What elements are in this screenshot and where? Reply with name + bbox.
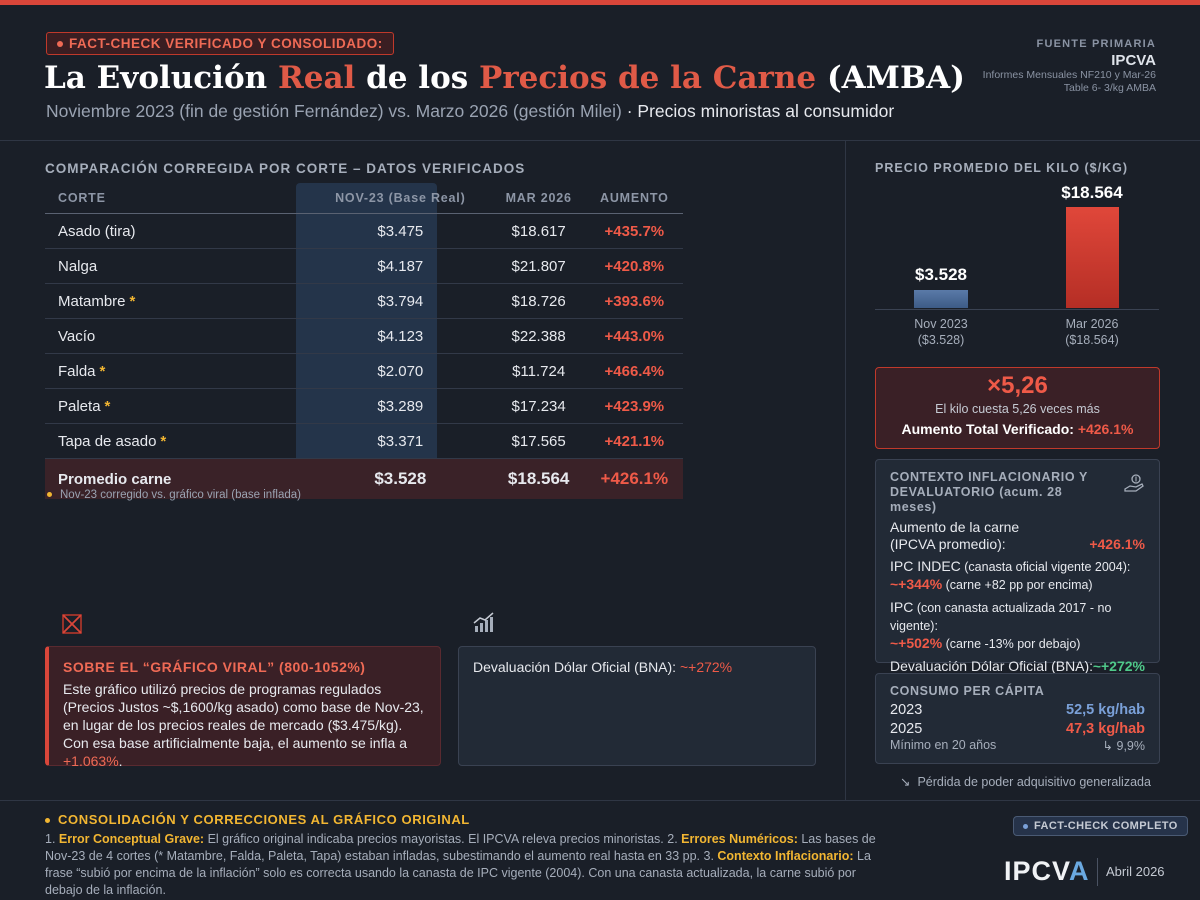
viral-heading: SOBRE EL “GRÁFICO VIRAL” (800-1052%) [63, 659, 366, 675]
chart-baseline [875, 309, 1159, 310]
table-row: Matambre * $3.794 $18.726 +393.6% [45, 283, 683, 319]
context-row-ipc-indec: IPC INDEC (canasta oficial vigente 2004)… [890, 558, 1131, 592]
consumption-box: CONSUMO PER CÁPITA 2023 52,5 kg/hab 2025 4… [875, 673, 1160, 764]
avg-nov: $3.528 [309, 458, 492, 499]
divider [0, 140, 1200, 141]
source-line-2: Table 6- 3/kg AMBA [1063, 82, 1156, 94]
consumption-min: Mínimo en 20 años ↳ 9,9% [890, 738, 1145, 753]
source-line-1: Informes Mensuales NF210 y Mar-26 [982, 69, 1156, 81]
col-header-nov: NOV-23 (Base Real) [309, 183, 492, 214]
divider [845, 140, 846, 800]
viral-chart-box: SOBRE EL “GRÁFICO VIRAL” (800-1052%) Est… [45, 646, 441, 769]
avg-mar: $18.564 [491, 458, 586, 499]
table-header-row: CORTE NOV-23 (Base Real) MAR 2026 AUMENT… [45, 183, 683, 214]
table-row: Vacío $4.123 $22.388 +443.0% [45, 318, 683, 354]
increase-cell: +443.0% [585, 318, 683, 354]
increase-cell: +393.6% [585, 283, 683, 319]
mar-cell: $17.565 [491, 423, 586, 459]
nov-cell: $3.794 [309, 283, 492, 319]
nov-cell: $2.070 [309, 353, 492, 389]
mar-cell: $21.807 [491, 248, 586, 284]
increase-cell: +420.8% [585, 248, 683, 284]
cut-cell: Asado (tira) [45, 213, 309, 249]
context-row-devaluation: Devaluación Dólar Oficial (BNA): ~+272% [890, 658, 1145, 674]
source-name: IPCVA [1111, 52, 1156, 69]
cut-cell: Falda * [45, 353, 309, 389]
col-header-corte: CORTE [45, 183, 309, 214]
cut-cell: Tapa de asado * [45, 423, 309, 459]
nov-cell: $3.371 [309, 423, 492, 459]
increase-cell: +466.4% [585, 353, 683, 389]
nov-cell: $3.475 [309, 213, 492, 249]
multiplier-desc: El kilo cuesta 5,26 veces más [935, 402, 1100, 416]
cut-cell: Vacío [45, 318, 309, 354]
footer-heading: CONSOLIDACIÓN Y CORRECCIONES AL GRÁFICO … [45, 812, 470, 827]
cut-cell: Nalga [45, 248, 309, 284]
divider [1097, 858, 1098, 886]
bar-category-label: Mar 2026 ($18.564) [1065, 317, 1119, 347]
consumption-heading: CONSUMO PER CÁPITA [890, 684, 1045, 698]
increase-cell: +421.1% [585, 423, 683, 459]
divider [0, 800, 1200, 801]
source-block: FUENTE PRIMARIA IPCVA Informes Mensuales… [983, 38, 1156, 95]
avg-label: Promedio carne [45, 458, 309, 499]
mar-cell: $17.234 [491, 388, 586, 424]
footer-text: 1. Error Conceptual Grave: El gráfico or… [45, 832, 876, 897]
col-header-mar: MAR 2026 [491, 183, 586, 214]
bar-value-label: $3.528 [915, 265, 967, 284]
table-row: Asado (tira) $3.475 $18.617 +435.7% [45, 213, 683, 249]
table-row: Falda * $2.070 $11.724 +466.4% [45, 353, 683, 389]
context-row-meat: Aumento de la carne (IPCVA promedio): +42… [890, 519, 1145, 552]
total-increase: Aumento Total Verificado: +426.1% [901, 421, 1134, 437]
down-arrow-icon: ↳ [1102, 739, 1114, 753]
avg-increase: +426.1% [585, 458, 683, 499]
price-table: CORTE NOV-23 (Base Real) MAR 2026 AUMENT… [45, 183, 683, 499]
mar-cell: $18.726 [491, 283, 586, 319]
increase-cell: +423.9% [585, 388, 683, 424]
mar-cell: $11.724 [491, 353, 586, 389]
bar-value-label: $18.564 [1061, 183, 1123, 202]
nov-cell: $4.187 [309, 248, 492, 284]
money-hand-icon [1124, 474, 1144, 492]
rising-chart-icon [473, 612, 494, 632]
purchasing-power-note: ↘ Pérdida de poder adquisitivo generaliz… [900, 775, 1151, 789]
fact-check-badge: FACT-CHECK VERIFICADO Y CONSOLIDADO: [46, 32, 394, 55]
ipcva-logo: IPCVA [1004, 856, 1090, 886]
page-title: La Evolución Real de los Precios de la C… [44, 60, 965, 96]
context-heading: CONTEXTO INFLACIONARIO Y DEVALUATORIO (a… [890, 470, 1088, 514]
down-right-arrow-icon: ↘ [900, 775, 911, 789]
multiplier-value: ×5,26 [987, 372, 1048, 399]
bar-nov-2023 [914, 290, 968, 308]
increase-cell: +435.7% [585, 213, 683, 249]
devaluation-box: Devaluación Dólar Oficial (BNA): ~+272% [458, 646, 816, 766]
page-subtitle: Noviembre 2023 (fin de gestión Fernández… [46, 101, 895, 121]
table-row: Tapa de asado * $3.371 $17.565 +421.1% [45, 423, 683, 459]
consumption-row-2023: 2023 52,5 kg/hab [890, 702, 1145, 718]
table-row: Paleta * $3.289 $17.234 +423.9% [45, 388, 683, 424]
bar-mar-2026 [1066, 207, 1119, 308]
mar-cell: $22.388 [491, 318, 586, 354]
col-header-aumento: AUMENTO [585, 183, 683, 214]
inflation-context-box: CONTEXTO INFLACIONARIO Y DEVALUATORIO (a… [875, 459, 1160, 674]
viral-body: Este gráfico utilizó precios de programa… [63, 681, 424, 769]
bar-category-label: Nov 2023 ($3.528) [914, 317, 968, 347]
fact-check-complete-badge: FACT-CHECK COMPLETO [1013, 816, 1188, 836]
consumption-row-2025: 2025 47,3 kg/hab [890, 721, 1145, 737]
nov-cell: $4.123 [309, 318, 492, 354]
mar-cell: $18.617 [491, 213, 586, 249]
table-note: Nov-23 corregido vs. gráfico viral (base… [47, 489, 301, 501]
context-row-ipc-2017: IPC (con canasta actualizada 2017 - no v… [890, 599, 1112, 651]
cut-cell: Paleta * [45, 388, 309, 424]
table-row: Nalga $4.187 $21.807 +420.8% [45, 248, 683, 284]
crossed-chart-icon [62, 614, 82, 634]
table-title: COMPARACIÓN CORREGIDA POR CORTE – DATOS … [45, 161, 526, 176]
average-row: Promedio carne $3.528 $18.564 +426.1% [45, 458, 683, 499]
footer-date: Abril 2026 [1106, 864, 1165, 879]
cut-cell: Matambre * [45, 283, 309, 319]
multiplier-box: ×5,26 El kilo cuesta 5,26 veces más Aume… [875, 367, 1160, 449]
nov-cell: $3.289 [309, 388, 492, 424]
source-label: FUENTE PRIMARIA [1036, 38, 1156, 50]
top-accent-bar [0, 0, 1200, 5]
chart-title: PRECIO PROMEDIO DEL KILO ($/KG) [875, 161, 1129, 175]
